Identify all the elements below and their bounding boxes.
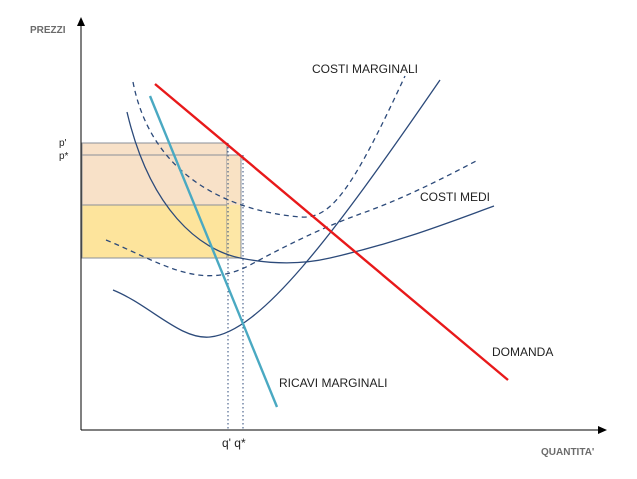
y-axis-arrow (77, 17, 85, 26)
y-axis-label: PREZZI (30, 25, 66, 36)
profit-area-orange (81, 142, 228, 206)
tick-p-prime: p' (59, 138, 67, 149)
dashed-marginal-cost-curve (132, 75, 406, 218)
marginal-revenue-line (148, 95, 279, 408)
dashed-average-cost-curve (105, 159, 479, 277)
x-axis-label: QUANTITA' (541, 447, 594, 458)
profit-area-yellow (81, 204, 228, 259)
short-run-average-cost-curve (126, 111, 495, 264)
tick-q-labels: q' q* (222, 436, 246, 450)
marginal-revenue-label: RICAVI MARGINALI (279, 376, 387, 390)
x-axis-arrow (598, 426, 607, 434)
demand-line (154, 83, 509, 381)
demand-label: DOMANDA (492, 345, 553, 359)
marginal-cost-label: COSTI MARGINALI (312, 62, 418, 76)
profit-area-right-strip-top (227, 155, 241, 205)
tick-p-star: p* (59, 151, 69, 162)
average-cost-label: COSTI MEDI (420, 190, 490, 204)
short-run-marginal-cost-curve (112, 79, 441, 338)
